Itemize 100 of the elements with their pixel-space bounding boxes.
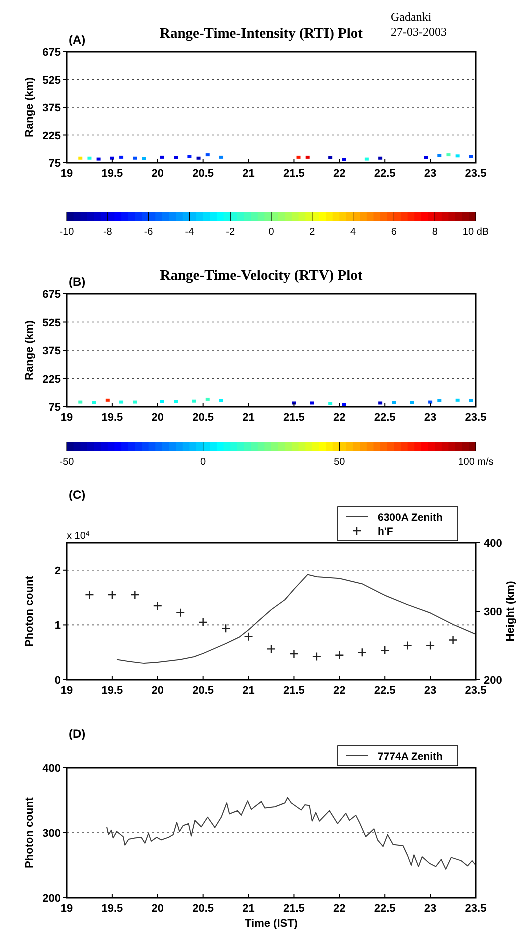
point: [380, 646, 390, 656]
point: [335, 650, 344, 660]
x-tick-label: 20: [152, 903, 164, 915]
point: [403, 641, 412, 650]
x-tick-label: 23.5: [465, 903, 487, 915]
point: [312, 652, 322, 662]
x-tick-label: 21.5: [284, 903, 305, 915]
x-tick-label: 21.5: [284, 168, 305, 180]
legend-label: 6300A Zenith: [378, 512, 443, 524]
text: Gadanki: [391, 10, 432, 24]
x-tick-label: 23: [424, 168, 437, 180]
x-tick-label: 20: [152, 168, 164, 180]
color-bar-label: 50: [334, 457, 346, 468]
x-tick-label: 21: [242, 903, 255, 915]
x-tick-label: 22.5: [374, 685, 396, 697]
y-tick-label: 375: [42, 102, 61, 114]
y-axis-title: Range (km): [24, 77, 36, 138]
color-bar-label: 0: [200, 457, 207, 468]
color-bar-label: -50: [60, 457, 75, 468]
x-tick-label: 22: [334, 685, 346, 697]
x-tick-label: 22: [334, 903, 346, 915]
color-bar-label: 0: [268, 227, 275, 238]
color-bar-label: -10: [60, 227, 75, 238]
x-tick-label: 23: [424, 412, 437, 424]
point: [130, 590, 140, 600]
point: [358, 648, 367, 658]
x-tick-label: 21.5: [284, 685, 305, 697]
y2-tick-label: 300: [484, 606, 502, 618]
y-tick-label: 300: [42, 828, 61, 840]
x-tick-label: 21: [242, 685, 255, 697]
text: (C): [69, 488, 86, 502]
color-bar-label: 2: [310, 227, 316, 238]
color-bar-label: -6: [144, 227, 154, 238]
point: [426, 641, 436, 650]
y2-tick-label: 400: [484, 538, 502, 550]
color-bar-label: -4: [185, 227, 195, 238]
text: (D): [69, 727, 86, 741]
y-tick-label: 675: [42, 289, 61, 301]
y-tick-label: 225: [42, 374, 61, 386]
y2-tick-label: 200: [484, 675, 502, 687]
y-axis-title: Photon count: [24, 576, 36, 647]
x-tick-label: 22.5: [374, 412, 396, 424]
x-tick-label: 21: [242, 168, 255, 180]
y-axis-title: Photon count: [24, 797, 36, 868]
color-bar-label: -2: [226, 227, 236, 238]
x-tick-label: 19.5: [102, 412, 124, 424]
point: [108, 590, 118, 600]
x-tick-label: 23.5: [465, 168, 487, 180]
y-tick-label: 75: [48, 158, 61, 170]
y-tick-label: 225: [42, 130, 61, 142]
point: [244, 632, 254, 642]
color-bar-label: 100 m/s: [458, 457, 494, 468]
y-tick-label: 375: [42, 346, 61, 358]
x-tick-label: 20: [152, 685, 164, 697]
y-tick-label: 1: [54, 620, 61, 632]
x-tick-label: 20.5: [192, 903, 214, 915]
y-tick-label: 525: [42, 74, 61, 87]
legend-label: h'F: [378, 526, 394, 538]
chart-title: Range-Time-Intensity (RTI) Plot: [160, 26, 364, 42]
x-tick-label: 21.5: [284, 412, 305, 424]
x-tick-label: 23: [424, 685, 437, 697]
x-tick-label: 19: [60, 685, 74, 697]
text: 27-03-2003: [391, 25, 447, 39]
x-axis-title: Time (IST): [245, 918, 298, 930]
color-bar-label: 10 dB: [462, 227, 490, 238]
color-bar-label: 8: [432, 227, 438, 238]
chart-title: Range-Time-Velocity (RTV) Plot: [160, 268, 363, 284]
x-tick-label: 21: [242, 412, 255, 424]
y-tick-label: 675: [42, 47, 61, 59]
y-tick-label: 200: [42, 893, 61, 905]
x-tick-label: 23: [424, 903, 437, 915]
x-tick-label: 22.5: [374, 168, 396, 180]
x-tick-label: 19.5: [102, 903, 124, 915]
y-tick-label: 400: [42, 763, 61, 775]
y-tick-label: 525: [42, 317, 61, 330]
x-tick-label: 22: [334, 412, 346, 424]
y-tick-label: 0: [54, 675, 61, 687]
color-bar-label: 4: [350, 227, 357, 238]
x-tick-label: 22.5: [374, 903, 396, 915]
x-tick-label: 23.5: [465, 412, 487, 424]
point: [176, 608, 186, 618]
point: [290, 649, 299, 659]
x-tick-label: 20: [152, 412, 164, 424]
point: [448, 636, 458, 645]
legend-label: 7774A Zenith: [378, 751, 443, 763]
x-tick-label: 19: [60, 903, 74, 915]
y-axis-title: Range (km): [24, 320, 36, 380]
x-tick-label: 19: [60, 412, 74, 424]
text: x 10$^{4}$: [67, 530, 90, 542]
color-bar-label: -8: [103, 227, 113, 238]
point: [198, 618, 208, 628]
point: [85, 590, 94, 600]
x-tick-label: 22: [334, 168, 346, 180]
x-tick-label: 19.5: [102, 168, 124, 180]
point: [221, 624, 231, 634]
x-tick-label: 20.5: [192, 168, 214, 180]
x-tick-label: 19: [60, 168, 74, 180]
text: (B): [69, 275, 86, 289]
text: (A): [69, 33, 86, 47]
x-tick-label: 19.5: [102, 685, 124, 697]
